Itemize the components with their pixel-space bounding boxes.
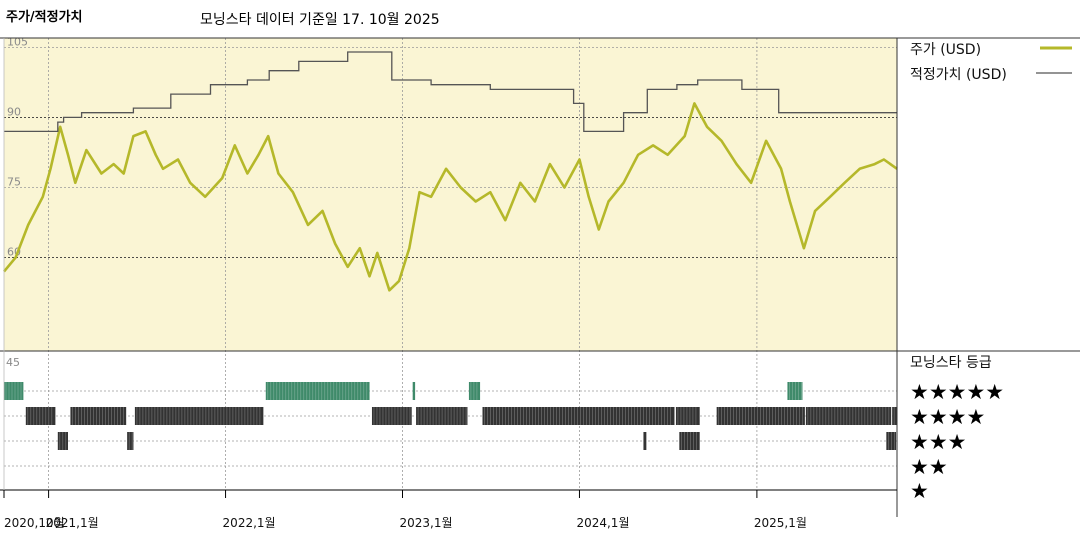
rating-period-bar <box>787 382 803 400</box>
x-tick-label: 2023,1월 <box>400 516 453 530</box>
chart-title: 주가/적정가치 <box>6 9 83 25</box>
legend-label-price: 주가 (USD) <box>910 42 981 58</box>
rating-panel-grid <box>4 390 897 467</box>
price-y-tick-label: 105 <box>7 35 28 48</box>
rating-period-bar <box>716 407 805 425</box>
rating-stars-1: ★ <box>910 479 929 503</box>
price-panel-background <box>4 38 897 351</box>
rating-period-bar <box>371 407 412 425</box>
fair-value-line <box>4 51 897 133</box>
price-y-tick-label: 90 <box>7 105 21 118</box>
rating-period-bar <box>265 382 370 400</box>
rating-panel-title: 모닝스타 등급 <box>910 355 992 371</box>
rating-period-bar <box>70 407 127 425</box>
series-lines <box>2 51 898 292</box>
x-tick-label: 2021,1월 <box>46 516 99 530</box>
rating-period-bar <box>416 407 468 425</box>
x-tick-label: 2020,10월 <box>4 516 65 530</box>
chart-frame <box>0 37 1080 517</box>
rating-y-tick: 45 <box>6 356 20 369</box>
rating-stars-2: ★★ <box>910 455 948 479</box>
rating-period-bar <box>57 432 68 450</box>
chart-subtitle: 모닝스타 데이터 기준일 17. 10월 2025 <box>200 12 440 28</box>
rating-period-bar <box>675 407 700 425</box>
price-y-tick-label: 75 <box>7 175 21 188</box>
rating-period-bar <box>134 407 264 425</box>
rating-period-bar <box>25 407 56 425</box>
rating-period-bar <box>805 407 892 425</box>
rating-period-bar <box>468 382 481 400</box>
rating-period-bar <box>412 382 416 400</box>
rating-period-bar <box>679 432 700 450</box>
legend: 주가 (USD) 적정가치 (USD) <box>910 42 1072 83</box>
rating-period-bar <box>892 407 897 425</box>
rating-stars-3: ★★★ <box>910 430 966 454</box>
rating-stars-5: ★★★★★ <box>910 380 1004 404</box>
rating-period-bar <box>4 382 24 400</box>
rating-period-bar <box>886 432 897 450</box>
price-line <box>2 102 898 292</box>
rating-period-bar <box>643 432 647 450</box>
rating-bars <box>4 382 897 450</box>
x-tick-label: 2024,1월 <box>576 516 629 530</box>
rating-period-bar <box>482 407 675 425</box>
x-tick-label: 2022,1월 <box>223 516 276 530</box>
x-tick-label: 2025,1월 <box>754 516 807 530</box>
rating-star-labels: ★★★★★★★★★★★★★★★ <box>910 380 1004 503</box>
legend-label-fair-value: 적정가치 (USD) <box>910 67 1007 83</box>
rating-stars-4: ★★★★ <box>910 405 985 429</box>
rating-period-bar <box>127 432 134 450</box>
